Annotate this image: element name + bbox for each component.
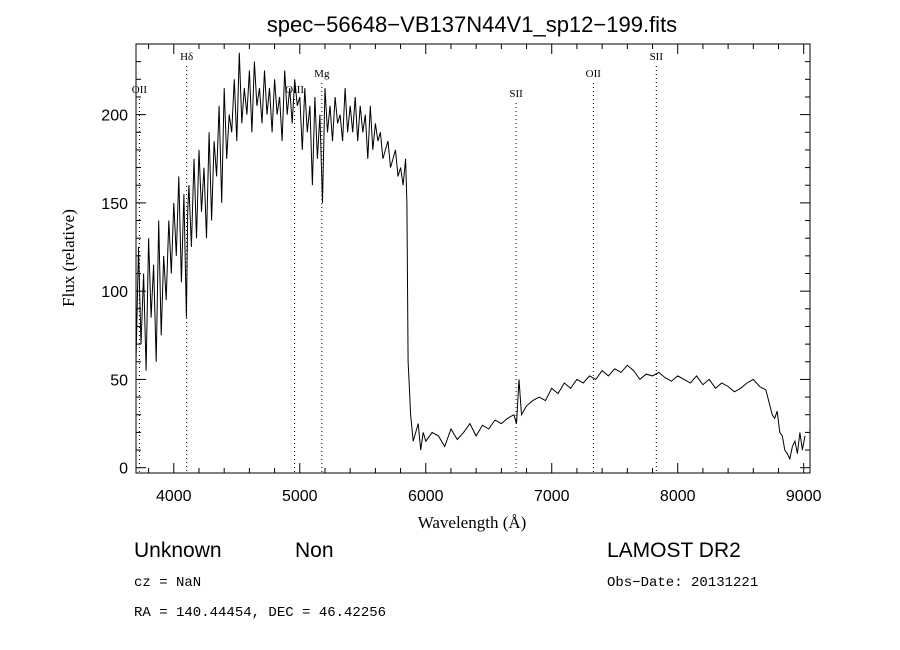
y-tick-label: 0	[119, 461, 128, 478]
spectrum-line	[135, 52, 806, 461]
x-tick-label: 6000	[408, 488, 444, 505]
x-tick-label: 9000	[786, 488, 822, 505]
line-marker-label: OII	[132, 84, 148, 96]
y-tick-label: 200	[101, 108, 128, 125]
line-marker-label: SII	[509, 88, 523, 100]
line-marker-label: SII	[650, 51, 664, 63]
axis-ticks: 4000 5000 6000 7000 8000 9000 0 50 100 150 200	[101, 44, 822, 505]
line-marker-label: Mg	[314, 68, 330, 80]
chart-title: spec−56648−VB137N44V1_sp12−199.fits	[267, 12, 677, 37]
x-tick-label: 7000	[534, 488, 570, 505]
cz-text: cz = NaN	[134, 575, 202, 591]
plot-frame	[135, 43, 811, 474]
x-tick-label: 8000	[660, 488, 696, 505]
x-tick-label: 4000	[156, 488, 192, 505]
y-axis-label: Flux (relative)	[59, 209, 78, 307]
y-tick-label: 100	[101, 284, 128, 301]
line-marker-label: OII	[586, 68, 602, 80]
survey-label: LAMOST DR2	[607, 539, 741, 562]
y-tick-label: 150	[101, 196, 128, 213]
obs-date-text: Obs−Date: 20131221	[607, 575, 759, 591]
subclass-label: Non	[295, 539, 334, 562]
class-label: Unknown	[134, 539, 222, 562]
coords-text: RA = 140.44454, DEC = 46.42256	[134, 605, 387, 621]
y-tick-label: 50	[110, 372, 128, 389]
x-tick-label: 5000	[282, 488, 318, 505]
line-marker-label: Hδ	[180, 51, 193, 63]
x-axis-label: Wavelength (Å)	[418, 513, 527, 532]
